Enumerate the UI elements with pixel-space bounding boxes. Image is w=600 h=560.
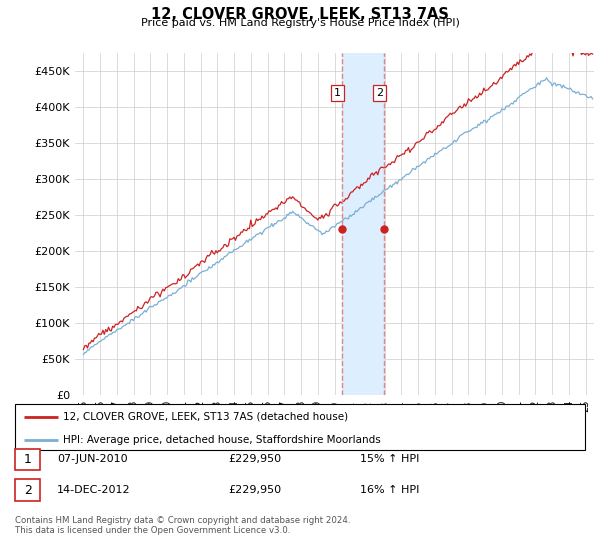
- Text: Price paid vs. HM Land Registry's House Price Index (HPI): Price paid vs. HM Land Registry's House …: [140, 18, 460, 29]
- Text: 2: 2: [376, 88, 383, 98]
- Text: Contains HM Land Registry data © Crown copyright and database right 2024.: Contains HM Land Registry data © Crown c…: [15, 516, 350, 525]
- Bar: [342, 53, 384, 395]
- Text: HPI: Average price, detached house, Staffordshire Moorlands: HPI: Average price, detached house, Staf…: [64, 435, 381, 445]
- Text: 1: 1: [23, 452, 32, 466]
- Text: 14-DEC-2012: 14-DEC-2012: [57, 485, 131, 495]
- Text: 2: 2: [23, 483, 32, 497]
- Text: This data is licensed under the Open Government Licence v3.0.: This data is licensed under the Open Gov…: [15, 526, 290, 535]
- Text: £229,950: £229,950: [228, 485, 281, 495]
- Text: 07-JUN-2010: 07-JUN-2010: [57, 454, 128, 464]
- Text: £229,950: £229,950: [228, 454, 281, 464]
- Text: 12, CLOVER GROVE, LEEK, ST13 7AS (detached house): 12, CLOVER GROVE, LEEK, ST13 7AS (detach…: [64, 412, 349, 422]
- Text: 16% ↑ HPI: 16% ↑ HPI: [360, 485, 419, 495]
- Text: 15% ↑ HPI: 15% ↑ HPI: [360, 454, 419, 464]
- Text: 1: 1: [334, 88, 341, 98]
- Text: 12, CLOVER GROVE, LEEK, ST13 7AS: 12, CLOVER GROVE, LEEK, ST13 7AS: [151, 7, 449, 22]
